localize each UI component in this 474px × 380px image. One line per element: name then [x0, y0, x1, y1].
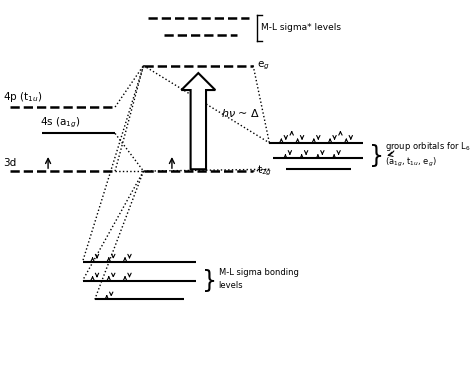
Text: }: } [202, 269, 218, 293]
Text: 4s (a$_{1g}$): 4s (a$_{1g}$) [40, 116, 81, 130]
Text: M-L sigma* levels: M-L sigma* levels [261, 23, 341, 32]
FancyArrow shape [182, 73, 215, 169]
Text: levels: levels [219, 280, 243, 290]
Text: 4p (t$_{1u}$): 4p (t$_{1u}$) [3, 90, 43, 104]
Text: 3d: 3d [3, 158, 17, 168]
Text: (a$_{1g}$, t$_{1u}$, e$_g$): (a$_{1g}$, t$_{1u}$, e$_g$) [385, 156, 437, 169]
Text: M-L sigma bonding: M-L sigma bonding [219, 269, 299, 277]
Text: e$_g$: e$_g$ [257, 59, 270, 72]
Text: }: } [369, 144, 384, 168]
Text: group orbitals for L$_6$: group orbitals for L$_6$ [385, 140, 471, 153]
Text: $h\nu$ ~ $\Delta$: $h\nu$ ~ $\Delta$ [221, 107, 260, 119]
Text: t$_{2g}$: t$_{2g}$ [257, 164, 272, 178]
